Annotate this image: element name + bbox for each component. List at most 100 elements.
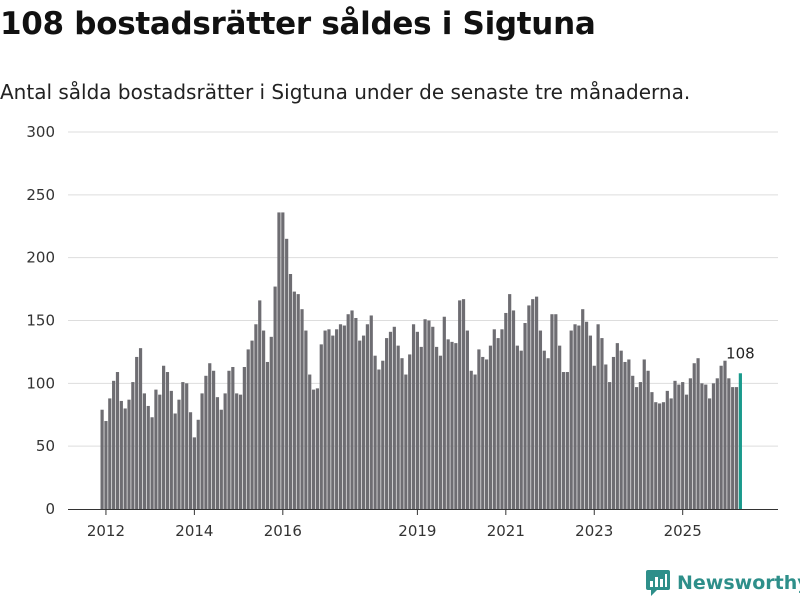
- bar: [377, 369, 381, 509]
- bar: [150, 417, 154, 509]
- bar: [461, 299, 466, 509]
- bar: [554, 314, 558, 509]
- bar: [623, 361, 627, 509]
- bar: [542, 350, 546, 509]
- bar: [385, 338, 389, 509]
- bar: [223, 393, 227, 509]
- bar: [584, 321, 589, 509]
- bar: [338, 324, 343, 509]
- bar: [112, 380, 116, 509]
- bar: [492, 329, 496, 509]
- bar: [415, 331, 419, 509]
- bar: [658, 403, 662, 509]
- bar: [335, 329, 339, 509]
- bar: [465, 330, 469, 509]
- bar: [369, 315, 373, 509]
- bar: [642, 359, 646, 509]
- bar: [123, 408, 127, 509]
- bar: [423, 319, 427, 509]
- bar: [392, 326, 396, 509]
- newsworthy-brand: Newsworthy: [645, 569, 800, 597]
- bar: [342, 325, 346, 509]
- bar: [708, 398, 712, 509]
- bar: [534, 296, 539, 509]
- bar: [681, 382, 685, 509]
- bar: [627, 359, 631, 509]
- bar: [661, 402, 666, 509]
- bar: [731, 387, 735, 509]
- bar: [488, 345, 493, 509]
- bar: [734, 387, 739, 509]
- bars: [100, 212, 742, 510]
- bar: [296, 294, 300, 509]
- bar: [677, 384, 681, 509]
- bar: [350, 310, 354, 509]
- bar: [146, 405, 150, 509]
- bar: [631, 375, 635, 509]
- bar: [500, 329, 504, 509]
- bar: [304, 330, 308, 509]
- bar: [104, 421, 108, 509]
- bar: [327, 329, 331, 509]
- bar: [319, 344, 323, 509]
- bar: [692, 363, 696, 509]
- x-tick-label: 2025: [664, 522, 702, 540]
- bar: [181, 382, 185, 509]
- y-axis-ticks: 0 50 100 150 200 250 300: [26, 123, 55, 518]
- bar: [215, 397, 220, 509]
- bar: [131, 382, 135, 509]
- bar: [600, 338, 604, 509]
- bar: [108, 398, 112, 509]
- bar: [638, 382, 642, 509]
- bar: [450, 341, 454, 509]
- bar: [246, 349, 250, 509]
- x-tick-label: 2016: [264, 522, 302, 540]
- bar: [550, 314, 554, 509]
- bar: [204, 375, 208, 509]
- bar: [511, 310, 516, 509]
- y-tick-label: 0: [45, 500, 55, 518]
- bar: [185, 383, 189, 509]
- bar: [665, 390, 669, 509]
- bar: [281, 212, 285, 509]
- bar: [154, 389, 158, 509]
- bar: [188, 412, 193, 509]
- bar: [723, 360, 727, 509]
- bar: [208, 363, 212, 509]
- bar: [438, 355, 443, 509]
- bar: [592, 365, 596, 509]
- bar: [311, 389, 316, 509]
- annotations: 108: [726, 344, 755, 362]
- bar: [454, 343, 458, 509]
- bar: [288, 274, 293, 509]
- newsworthy-logo-icon: [646, 570, 670, 596]
- bar: [700, 383, 704, 509]
- bar: [135, 356, 139, 509]
- bar: [200, 393, 204, 509]
- bar: [265, 361, 270, 509]
- bar: [361, 335, 366, 509]
- bar: [196, 419, 200, 509]
- bar: [527, 305, 531, 509]
- bar: [458, 300, 462, 509]
- brand-name: Newsworthy: [677, 572, 800, 594]
- bar: [396, 345, 400, 509]
- y-tick-label: 300: [26, 123, 55, 141]
- bar: [231, 366, 235, 509]
- bar: [269, 336, 273, 509]
- bar: [169, 390, 173, 509]
- bar: [365, 324, 370, 509]
- x-tick-label: 2021: [487, 522, 525, 540]
- bar: [127, 399, 131, 509]
- bar: [485, 359, 489, 509]
- bar: [358, 340, 362, 509]
- bar: [704, 384, 708, 509]
- bar: [684, 394, 689, 509]
- chart-subtitle: Antal sålda bostadsrätter i Sigtuna unde…: [0, 80, 691, 104]
- bar: [300, 309, 304, 509]
- y-tick-label: 200: [26, 249, 55, 267]
- bar: [219, 409, 223, 509]
- bar: [646, 370, 650, 509]
- bar: [561, 372, 566, 509]
- bar: [235, 393, 239, 509]
